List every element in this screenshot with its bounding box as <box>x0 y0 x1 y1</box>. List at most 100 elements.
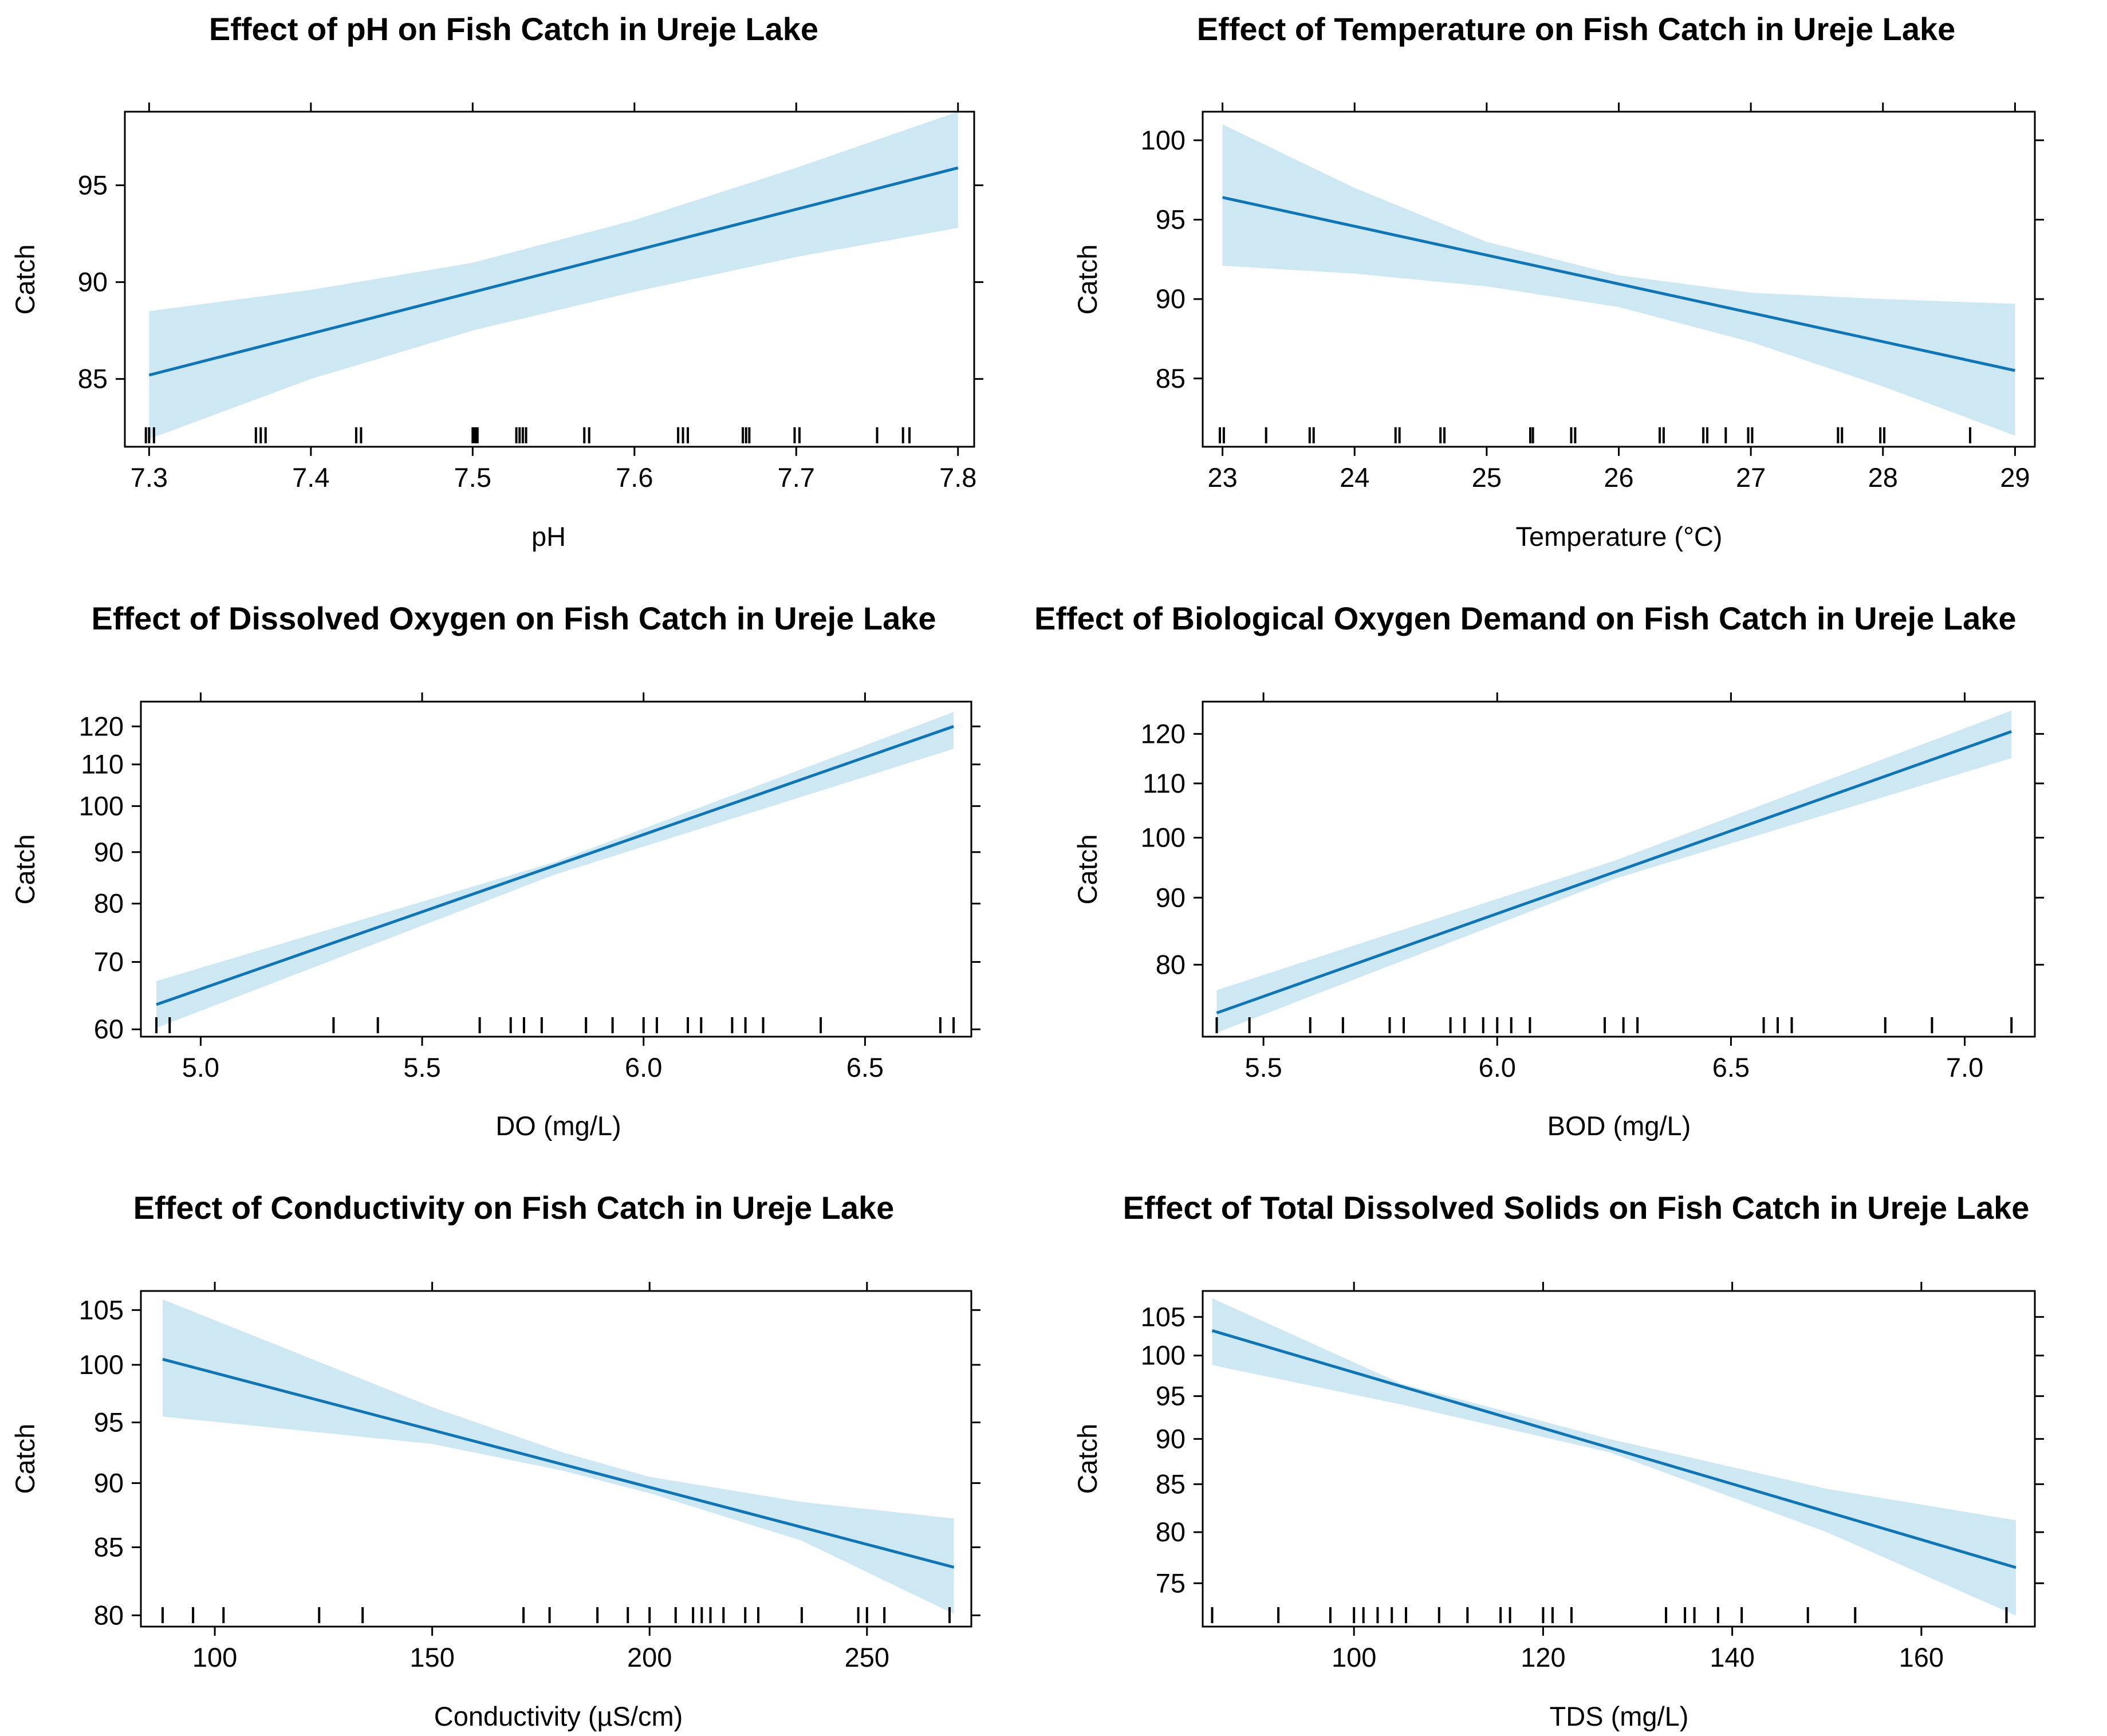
plot-frame <box>140 700 972 1038</box>
rug <box>144 427 911 443</box>
panel-tds: Effect of Total Dissolved Solids on Fish… <box>1072 1190 2044 1731</box>
confidence-band <box>1212 1298 2016 1616</box>
rug <box>155 1017 955 1033</box>
y-tick-label: 100 <box>1141 1340 1186 1371</box>
x-tick-label: 7.4 <box>292 462 329 493</box>
plot-area <box>1218 124 2015 443</box>
y-tick-label: 100 <box>1141 822 1186 853</box>
fit-line <box>156 725 954 1006</box>
y-tick-label: 60 <box>94 1014 124 1044</box>
x-tick-label: 6.0 <box>1479 1052 1516 1082</box>
y-axis-label: Catch <box>10 834 40 905</box>
y-tick-label: 90 <box>94 837 124 867</box>
panel-temperature: Effect of Temperature on Fish Catch in U… <box>1072 11 2044 552</box>
y-tick-label: 100 <box>79 790 124 821</box>
x-axis-label: DO (mg/L) <box>495 1111 621 1141</box>
rug <box>1211 1607 2008 1623</box>
y-tick-label: 90 <box>94 1467 124 1498</box>
y-tick-label: 105 <box>1141 1301 1186 1332</box>
x-tick-label: 250 <box>845 1642 889 1672</box>
y-tick-label: 120 <box>79 711 124 741</box>
x-axis-label: BOD (mg/L) <box>1547 1111 1691 1141</box>
x-tick-label: 6.5 <box>846 1052 884 1082</box>
fit-line <box>148 166 959 377</box>
plot-area <box>161 1299 955 1623</box>
plot-area <box>1215 710 2013 1033</box>
x-tick-label: 29 <box>2000 462 2030 493</box>
y-tick-label: 85 <box>1156 1469 1186 1499</box>
y-axis-label: Catch <box>1072 1424 1102 1494</box>
x-tick-label: 100 <box>1332 1642 1376 1672</box>
x-tick-label: 25 <box>1472 462 1502 493</box>
x-tick-label: 200 <box>627 1642 672 1672</box>
y-tick-label: 90 <box>1156 882 1186 912</box>
y-axis-label: Catch <box>1072 834 1102 905</box>
chart-title: Effect of Temperature on Fish Catch in U… <box>1197 11 1956 47</box>
x-tick-label: 100 <box>192 1642 237 1672</box>
y-tick-label: 110 <box>81 749 124 780</box>
y-tick-label: 75 <box>1156 1568 1186 1598</box>
x-tick-label: 5.0 <box>182 1052 219 1082</box>
chart-title: Effect of pH on Fish Catch in Ureje Lake <box>209 11 818 47</box>
y-tick-label: 95 <box>1156 204 1186 235</box>
rug <box>1215 1017 2013 1033</box>
x-axis-label: pH <box>531 521 566 552</box>
plot-area <box>1211 1298 2017 1623</box>
x-tick-label: 7.6 <box>616 462 653 493</box>
x-tick-label: 150 <box>409 1642 454 1672</box>
y-tick-label: 80 <box>94 1600 124 1630</box>
y-tick-label: 95 <box>94 1407 124 1437</box>
confidence-band <box>1222 124 2015 436</box>
plot-frame <box>140 1290 972 1628</box>
y-tick-label: 90 <box>78 267 108 297</box>
y-axis-label: Catch <box>1072 245 1102 315</box>
x-tick-label: 7.8 <box>939 462 976 493</box>
panel-conductivity: Effect of Conductivity on Fish Catch in … <box>10 1190 980 1731</box>
y-tick-label: 85 <box>78 364 108 394</box>
panel-ph: Effect of pH on Fish Catch in Ureje Lake… <box>10 11 983 552</box>
x-tick-label: 26 <box>1604 462 1633 493</box>
y-tick-label: 100 <box>79 1349 124 1380</box>
x-tick-label: 140 <box>1710 1642 1754 1672</box>
chart-title: Effect of Conductivity on Fish Catch in … <box>133 1190 895 1226</box>
x-tick-label: 160 <box>1899 1642 1944 1672</box>
chart-title: Effect of Total Dissolved Solids on Fish… <box>1123 1190 2030 1226</box>
plot-area <box>155 712 955 1033</box>
y-tick-label: 80 <box>1156 949 1186 979</box>
confidence-band <box>156 712 954 1028</box>
y-tick-label: 110 <box>1143 768 1186 798</box>
rug <box>161 1607 951 1623</box>
x-axis-label: Conductivity (µS/cm) <box>434 1701 683 1731</box>
fit-line <box>1211 1329 2017 1569</box>
y-tick-label: 90 <box>1156 284 1186 314</box>
plot-frame <box>124 111 975 448</box>
rug <box>1218 427 1971 443</box>
x-tick-label: 7.3 <box>131 462 168 493</box>
y-tick-label: 90 <box>1156 1423 1186 1454</box>
plot-frame <box>1202 700 2036 1038</box>
y-tick-label: 100 <box>1141 125 1186 155</box>
x-tick-label: 27 <box>1736 462 1766 493</box>
y-axis-label: Catch <box>10 245 40 315</box>
confidence-band <box>149 112 958 439</box>
fit-line <box>1222 196 2015 372</box>
chart-title: Effect of Biological Oxygen Demand on Fi… <box>1034 600 2017 636</box>
y-tick-label: 85 <box>94 1532 124 1562</box>
y-tick-label: 85 <box>1156 363 1186 393</box>
x-axis-label: TDS (mg/L) <box>1550 1701 1689 1731</box>
x-tick-label: 5.5 <box>403 1052 440 1082</box>
plot-area <box>144 112 959 443</box>
x-tick-label: 23 <box>1207 462 1237 493</box>
x-tick-label: 5.5 <box>1244 1052 1282 1082</box>
x-tick-label: 7.7 <box>778 462 815 493</box>
y-tick-label: 120 <box>1141 718 1186 749</box>
x-tick-label: 7.0 <box>1946 1052 1983 1082</box>
x-tick-label: 24 <box>1340 462 1369 493</box>
y-tick-label: 95 <box>1156 1381 1186 1411</box>
x-tick-label: 28 <box>1868 462 1898 493</box>
y-axis-label: Catch <box>10 1424 40 1494</box>
fit-line <box>162 1357 955 1569</box>
y-tick-label: 80 <box>94 888 124 919</box>
y-tick-label: 105 <box>79 1294 124 1325</box>
